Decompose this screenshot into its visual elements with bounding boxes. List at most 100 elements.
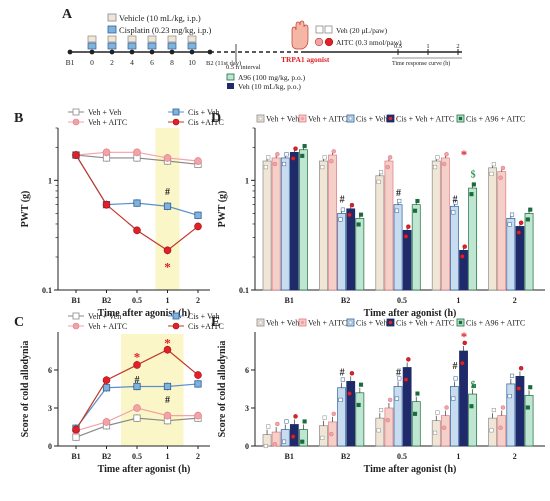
bar — [402, 229, 412, 291]
bar-point — [451, 396, 456, 401]
bar — [337, 387, 347, 447]
annotation-mark: # — [452, 361, 457, 372]
legend-label: Cis + Veh — [188, 312, 219, 321]
bar-point — [347, 391, 352, 396]
bar-point — [415, 391, 420, 396]
bar-point — [281, 161, 287, 167]
legend-label: Cis + A96 + AITC — [466, 319, 525, 328]
bar-point — [489, 428, 494, 433]
legend-marker — [172, 108, 180, 116]
bar-point — [518, 365, 524, 371]
cisplatin-injection-square — [127, 42, 137, 50]
veh-paw-square-1 — [315, 25, 324, 34]
legend-label: Cis + Veh + AITC — [396, 319, 454, 328]
interval-label: 0.5 h interval — [226, 64, 261, 71]
bar-point — [394, 208, 399, 213]
bar-point — [498, 425, 503, 431]
bar-point — [491, 162, 496, 167]
legend-dot — [348, 116, 353, 121]
bar-point — [403, 234, 409, 239]
bar-point — [500, 165, 506, 171]
annotation-mark: # — [340, 195, 345, 206]
bar — [450, 386, 459, 447]
data-point — [194, 211, 202, 219]
legend-label: Cis + A96 + AITC — [466, 115, 525, 124]
bar-point — [300, 153, 305, 158]
cisplatin-legend-label: Cisplatin (0.23 mg/kg, i.p.) — [119, 25, 211, 35]
bar-point — [412, 208, 418, 213]
bar — [319, 160, 328, 291]
y-axis-label: Score of cold allodynia — [20, 341, 31, 438]
vehicle-injection-square — [167, 35, 177, 43]
bar-point — [266, 155, 271, 160]
bar-point — [406, 357, 411, 362]
time-tick-label: 1 — [426, 43, 429, 50]
legend-marker — [72, 322, 80, 330]
bar — [355, 218, 365, 291]
a96-legend-square — [226, 73, 235, 81]
legend-dot — [300, 320, 305, 325]
bar — [393, 204, 403, 291]
bar — [524, 212, 534, 291]
bar — [440, 415, 450, 447]
panel-c-line-chart: C 0 3 6 Score of cold allodynia Time after ag… — [14, 312, 224, 475]
y-tick-label: 0.1 — [239, 286, 249, 295]
bar-point — [376, 179, 381, 184]
annotation-mark: * — [134, 349, 141, 364]
bar-point — [462, 340, 467, 346]
cisplatin-injection-square — [147, 42, 157, 50]
bar-point — [507, 222, 512, 227]
bar — [289, 151, 299, 291]
time-tick-label: 0.5 — [394, 43, 402, 50]
bar — [431, 160, 441, 291]
cisplatin-injection-square — [167, 42, 177, 50]
legend-label: Cis + Veh — [356, 319, 387, 328]
y-tick-label: 1 — [48, 176, 52, 185]
bar-point — [281, 439, 287, 444]
bar-point — [528, 385, 533, 390]
panel-letter-a: A — [62, 7, 73, 22]
legend-label: Cis +AITC — [188, 118, 224, 127]
bar-point — [516, 386, 521, 391]
time-response-ticks: 0.5 1 2 — [392, 43, 462, 59]
bar-point — [338, 397, 343, 402]
timeline-dot — [169, 49, 175, 55]
annotation-mark: # — [165, 187, 170, 198]
x-tick-label: B2 — [341, 296, 350, 305]
bar-point — [412, 411, 418, 416]
bar-point — [509, 212, 515, 217]
bar-point — [272, 161, 278, 167]
bar-point — [394, 396, 399, 401]
bar-point — [302, 419, 307, 424]
legend-label: Cis + Veh + AITC — [396, 115, 454, 124]
data-point — [133, 148, 141, 157]
x-tick-label: B1 — [285, 452, 294, 461]
x-tick-label: 1 — [166, 452, 170, 461]
bar-point — [387, 155, 393, 160]
legend-label: Veh + AITC — [308, 319, 347, 328]
bar — [497, 171, 507, 291]
bar-point — [385, 417, 390, 423]
bar — [280, 157, 290, 291]
bar-point — [290, 156, 296, 161]
bar-point — [290, 434, 296, 439]
data-point — [102, 376, 111, 384]
y-axis-label: PWT (g) — [217, 191, 228, 228]
data-point — [194, 222, 202, 231]
bar-point — [518, 220, 524, 225]
annotation-mark: * — [164, 335, 171, 350]
bar-point — [266, 424, 271, 429]
legend-dot — [458, 320, 463, 325]
bar-point — [376, 428, 381, 433]
data-point — [194, 411, 202, 420]
bar-point — [471, 182, 476, 187]
panel-letter: D — [211, 111, 221, 126]
aitc-paw-label: AITC (0.3 nmol/paw) — [336, 38, 402, 47]
bar-point — [320, 435, 325, 440]
x-tick-label: B1 — [71, 296, 80, 305]
bar-point — [469, 192, 474, 197]
bar-point — [275, 152, 280, 157]
bar-point — [406, 224, 411, 229]
bar — [411, 401, 421, 447]
data-point — [133, 414, 141, 422]
